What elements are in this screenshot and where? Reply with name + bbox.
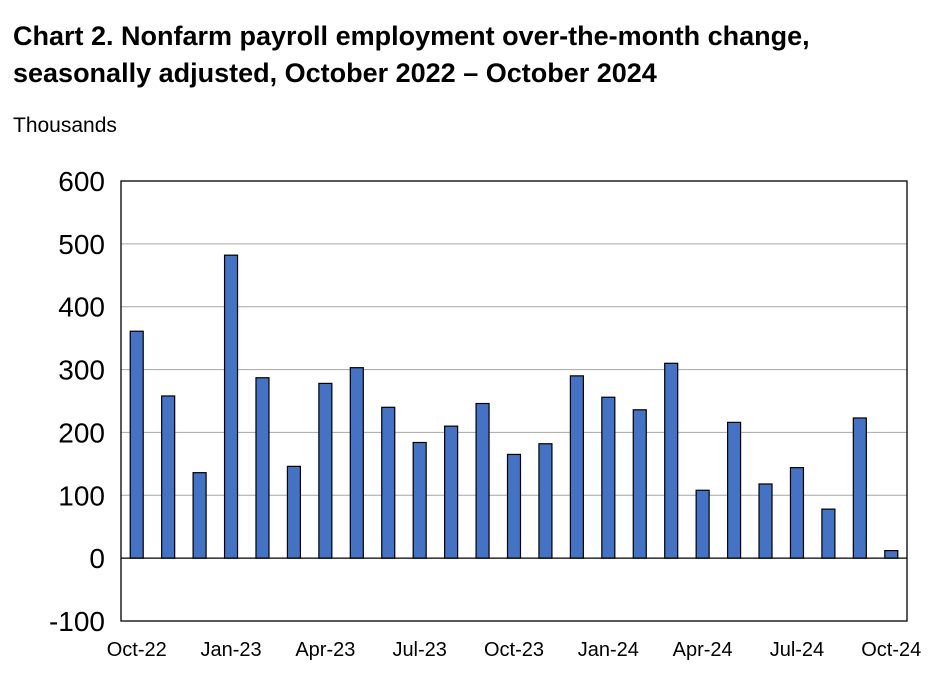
y-tick-label: 0 xyxy=(89,543,105,574)
x-tick-label: Apr-23 xyxy=(295,639,355,661)
bar-jan-23 xyxy=(223,254,239,559)
x-tick-label: Oct-23 xyxy=(484,639,544,661)
y-tick-label: 400 xyxy=(58,292,105,323)
bar-feb-23 xyxy=(255,377,270,559)
bar-may-23 xyxy=(349,367,364,559)
bar-feb-24 xyxy=(632,409,647,559)
x-tick-label: Jan-24 xyxy=(578,639,639,661)
y-tick-label: 200 xyxy=(58,417,105,448)
x-tick-label: Oct-24 xyxy=(861,639,921,661)
bar-mar-23 xyxy=(286,465,302,559)
bar-dec-23 xyxy=(569,375,584,559)
x-tick-labels: Oct-22 Jan-23 Apr-23 Jul-23 Oct-23 Jan-24 Apr-… xyxy=(107,639,922,661)
bar-nov-22 xyxy=(161,395,176,559)
y-tick-label: -100 xyxy=(49,606,105,637)
bar-jul-24 xyxy=(789,467,805,559)
bar-mar-24 xyxy=(664,362,679,559)
bar-sep-24 xyxy=(852,417,867,559)
bar-aug-23 xyxy=(444,425,459,559)
bar-apr-24 xyxy=(695,489,710,559)
x-tick-label: Apr-24 xyxy=(673,639,733,661)
bar-apr-23 xyxy=(318,382,333,559)
x-tick-label: Jul-24 xyxy=(770,639,824,661)
y-tick-labels: -100 0 100 200 300 400 500 600 xyxy=(49,166,105,637)
chart-title-line-2: seasonally adjusted, October 2022 – Octo… xyxy=(13,58,657,88)
plot-frame xyxy=(120,180,908,622)
y-tick-label: 600 xyxy=(58,166,105,197)
bar-sep-23 xyxy=(475,402,490,559)
bars xyxy=(129,254,899,559)
bar-jun-23 xyxy=(381,406,396,559)
chart-title-line-1: Chart 2. Nonfarm payroll employment over… xyxy=(13,21,810,51)
axes xyxy=(120,180,908,622)
bar-jul-23 xyxy=(412,441,427,559)
bar-may-24 xyxy=(726,421,742,559)
bar-dec-22 xyxy=(192,472,207,559)
y-tick-label: 300 xyxy=(58,355,105,386)
bar-jan-24 xyxy=(601,396,616,559)
bar-jun-24 xyxy=(758,483,773,559)
bar-aug-24 xyxy=(821,508,836,559)
bar-nov-23 xyxy=(538,443,553,559)
bar-oct-23 xyxy=(506,453,522,559)
bar-oct-24 xyxy=(884,549,899,559)
y-unit-label: Thousands xyxy=(13,114,117,137)
chart-title: Chart 2. Nonfarm payroll employment over… xyxy=(13,18,913,92)
gridlines xyxy=(121,243,907,496)
x-tick-label: Oct-22 xyxy=(107,639,167,661)
x-tick-label: Jul-23 xyxy=(392,639,446,661)
bar-oct-22 xyxy=(129,330,144,559)
y-tick-label: 100 xyxy=(58,480,105,511)
y-tick-label: 500 xyxy=(58,229,105,260)
x-tick-label: Jan-23 xyxy=(200,639,261,661)
